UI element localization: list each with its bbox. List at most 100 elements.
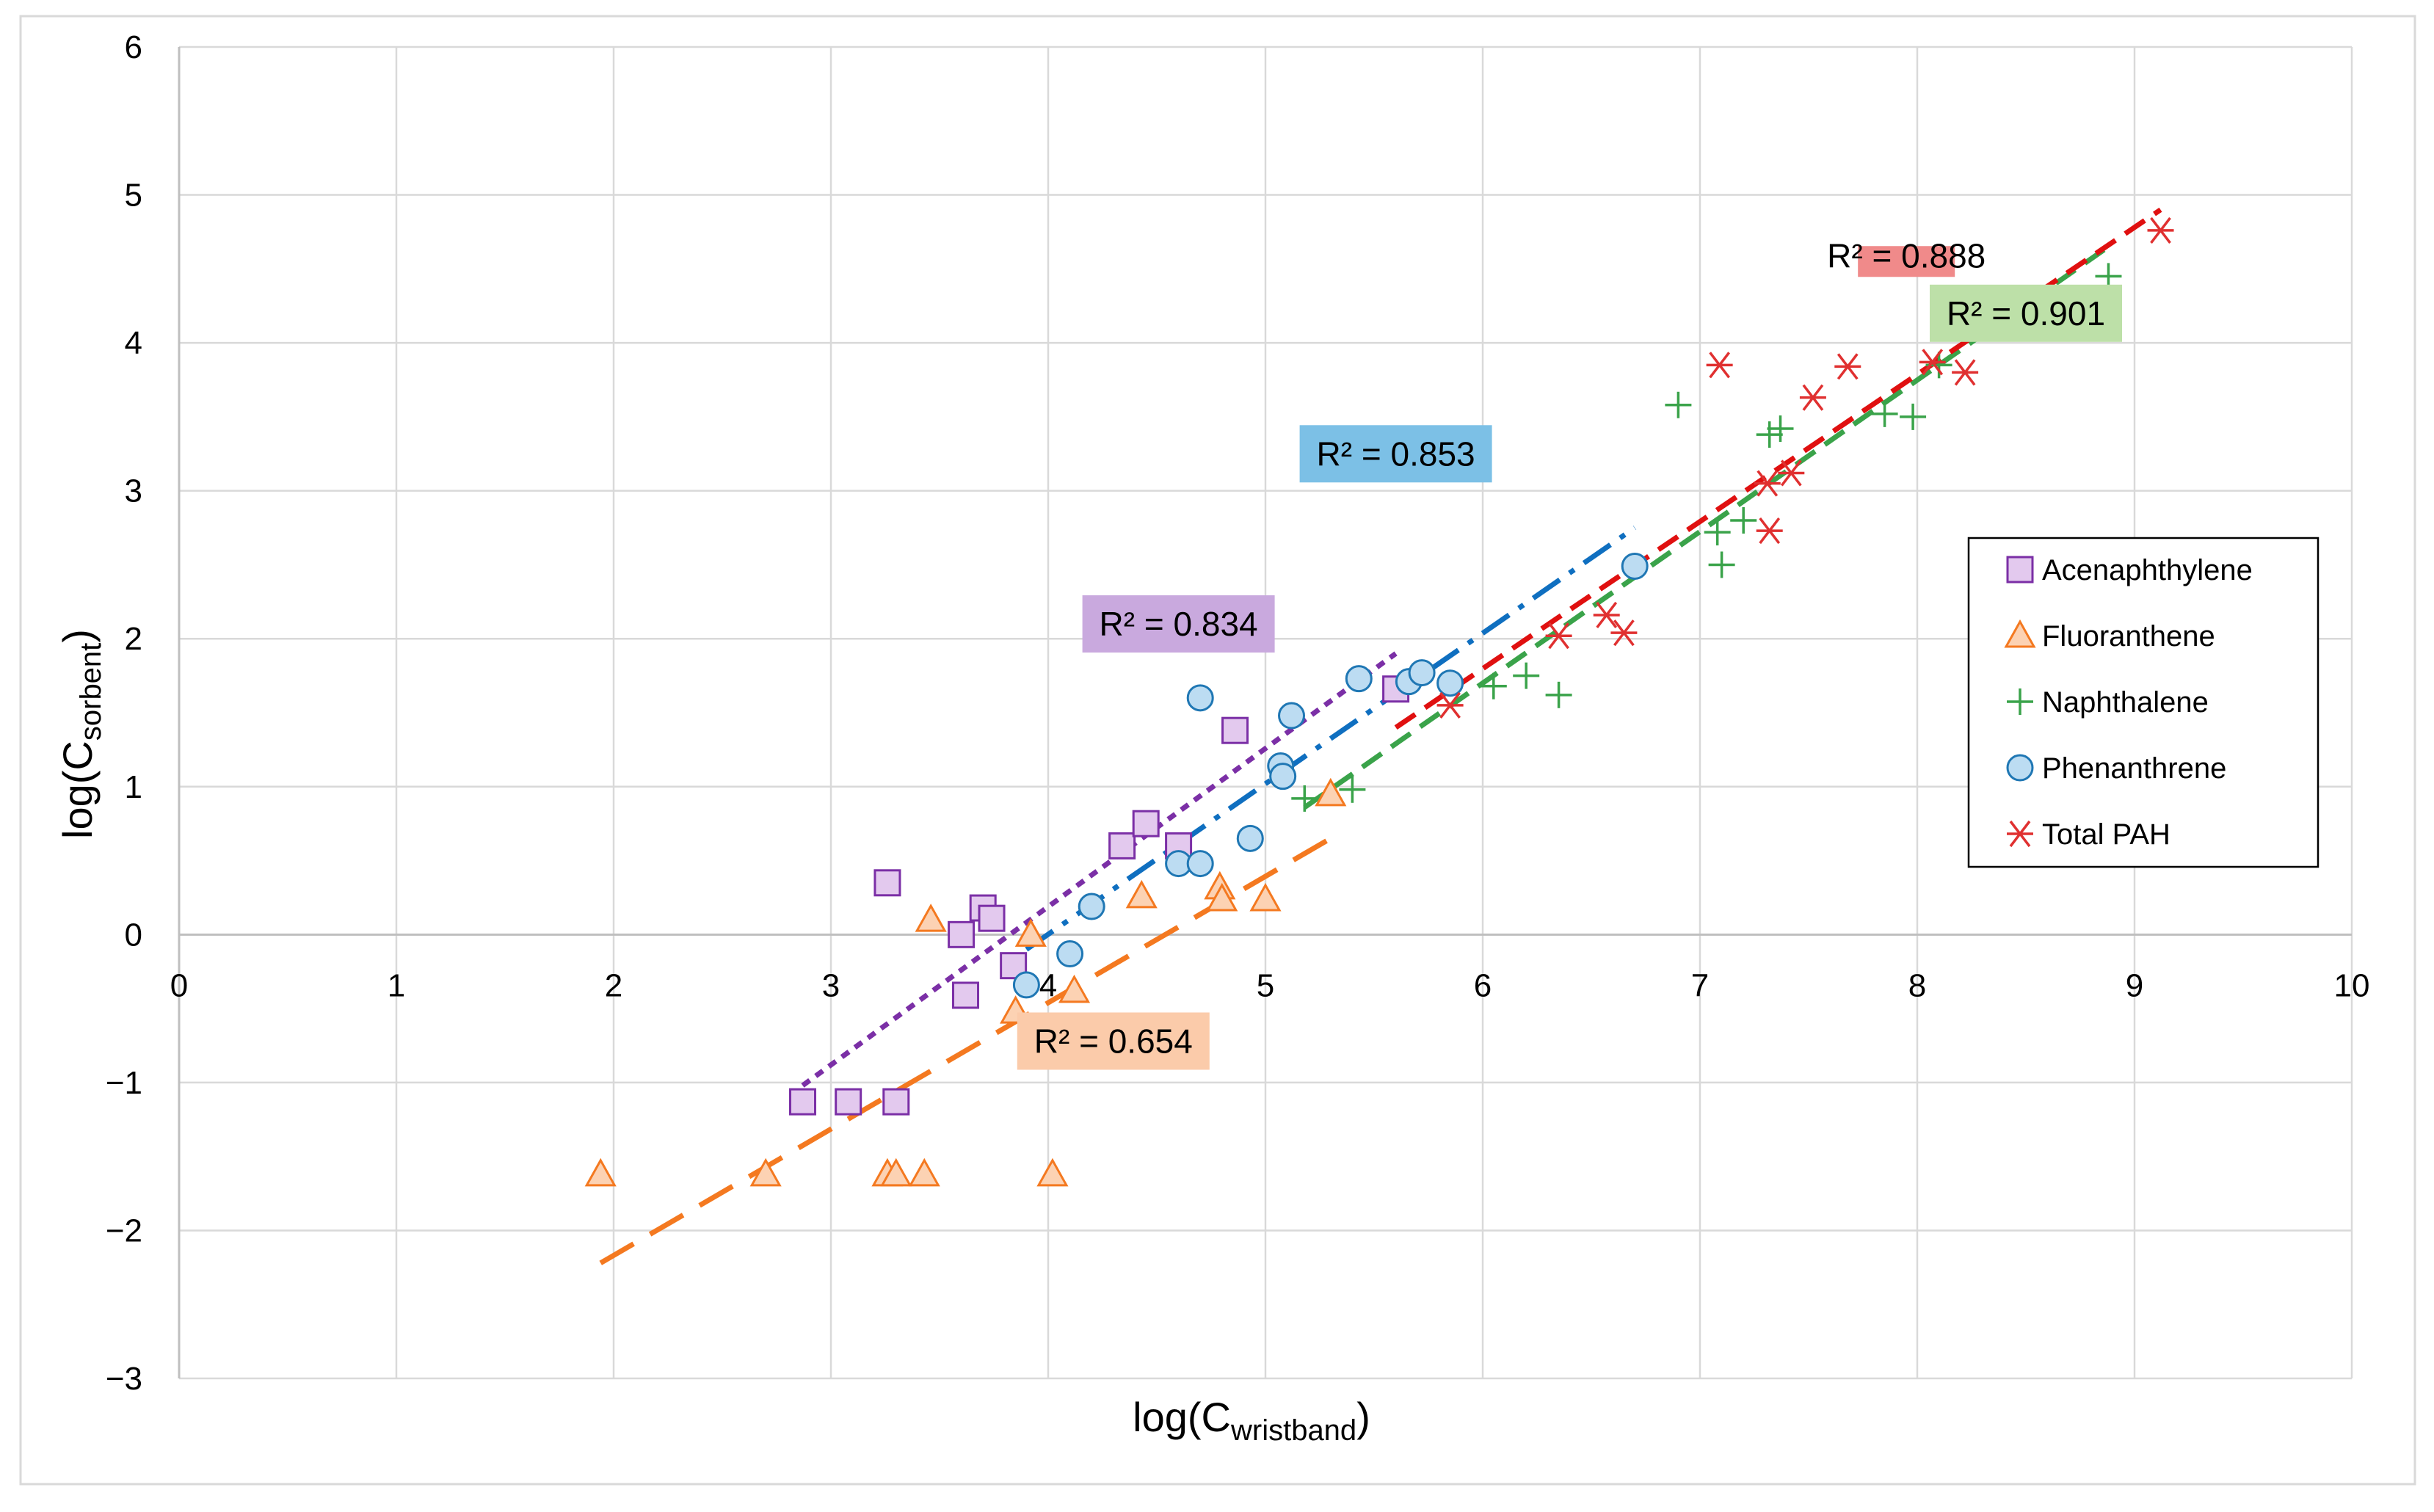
point-fluoranthene bbox=[1315, 777, 1347, 807]
point-phenanthrene bbox=[1278, 702, 1306, 730]
point-total-pah bbox=[1436, 691, 1464, 719]
x-tick-label: 3 bbox=[822, 967, 840, 1003]
point-phenanthrene bbox=[1621, 552, 1649, 580]
point-naphthalene bbox=[1767, 415, 1794, 443]
point-naphthalene bbox=[1339, 776, 1366, 803]
legend-label: Phenanthrene bbox=[2042, 752, 2226, 785]
point-naphthalene bbox=[1665, 391, 1692, 418]
legend-label: Naphthalene bbox=[2042, 686, 2209, 719]
point-acenaphthylene bbox=[1000, 952, 1028, 980]
y-tick-label: 5 bbox=[125, 178, 142, 214]
point-naphthalene bbox=[1708, 551, 1735, 578]
point-total-pah bbox=[1610, 619, 1638, 647]
point-naphthalene bbox=[1704, 519, 1731, 546]
point-naphthalene bbox=[1756, 421, 1783, 448]
point-phenanthrene bbox=[1236, 824, 1264, 852]
point-phenanthrene bbox=[1012, 971, 1040, 999]
point-phenanthrene bbox=[1436, 669, 1464, 697]
r2-label: R² = 0.888 bbox=[1827, 236, 1986, 275]
point-phenanthrene bbox=[1345, 665, 1373, 693]
point-phenanthrene bbox=[1078, 893, 1105, 920]
point-total-pah bbox=[1952, 359, 1979, 386]
legend-marker-naphthalene bbox=[2007, 688, 2033, 715]
y-axis-title: log(Csorbent) bbox=[54, 629, 107, 839]
legend-label: Acenaphthylene bbox=[2042, 554, 2253, 586]
x-axis-title: log(Cwristband) bbox=[1133, 1394, 1370, 1447]
r2-label: R² = 0.654 bbox=[1034, 1022, 1193, 1060]
point-acenaphthylene bbox=[948, 920, 976, 948]
x-tick-label: 6 bbox=[1474, 967, 1492, 1003]
point-naphthalene bbox=[1871, 400, 1898, 427]
x-tick-label: 10 bbox=[2334, 967, 2370, 1003]
y-tick-label: 6 bbox=[125, 29, 142, 65]
point-acenaphthylene bbox=[789, 1088, 817, 1116]
data-points bbox=[584, 217, 2174, 1187]
point-naphthalene bbox=[1900, 403, 1927, 430]
point-naphthalene bbox=[1513, 662, 1540, 689]
point-fluoranthene bbox=[1125, 879, 1158, 909]
x-tick-label: 2 bbox=[605, 967, 622, 1003]
point-phenanthrene bbox=[1186, 684, 1214, 712]
point-phenanthrene bbox=[1269, 763, 1297, 790]
point-acenaphthylene bbox=[1221, 716, 1249, 744]
y-tick-label: 2 bbox=[125, 621, 142, 657]
x-tick-label: 9 bbox=[2126, 967, 2143, 1003]
r2-label-background bbox=[1858, 246, 1955, 277]
legend-marker-fluoranthene bbox=[2004, 619, 2036, 648]
axes bbox=[178, 47, 2352, 1378]
point-fluoranthene bbox=[880, 1157, 912, 1187]
point-total-pah bbox=[1834, 353, 1861, 380]
point-fluoranthene bbox=[908, 1157, 940, 1187]
point-fluoranthene bbox=[1249, 882, 1282, 912]
point-fluoranthene bbox=[1206, 882, 1238, 912]
point-acenaphthylene bbox=[882, 1088, 910, 1116]
point-naphthalene bbox=[1545, 681, 1572, 708]
point-total-pah bbox=[1756, 517, 1783, 545]
point-fluoranthene bbox=[1014, 918, 1047, 947]
point-fluoranthene bbox=[1058, 974, 1091, 1003]
x-tick-label: 8 bbox=[1908, 967, 1926, 1003]
point-total-pah bbox=[1545, 622, 1572, 650]
legend-label: Fluoranthene bbox=[2042, 620, 2215, 653]
y-tick-label: 1 bbox=[125, 769, 142, 805]
point-acenaphthylene bbox=[952, 981, 980, 1009]
y-tick-label: 4 bbox=[125, 325, 142, 361]
y-tick-label: 3 bbox=[125, 473, 142, 509]
point-acenaphthylene bbox=[1132, 810, 1160, 837]
r2-label: R² = 0.853 bbox=[1317, 435, 1475, 473]
point-phenanthrene bbox=[1408, 659, 1436, 687]
point-acenaphthylene bbox=[1108, 832, 1136, 859]
legend: Acenaphthylene Fluoranthene Naphthalene Phe… bbox=[1967, 537, 2319, 868]
legend-label: Total PAH bbox=[2042, 818, 2170, 851]
point-total-pah bbox=[1799, 384, 1826, 411]
r2-labels: R² = 0.834 R² = 0.654 R² = 0.901 R² = 0.853… bbox=[1017, 236, 2122, 1070]
point-fluoranthene bbox=[749, 1157, 782, 1187]
trendline-phenanthrene-fit bbox=[1025, 526, 1637, 952]
r2-label-background bbox=[1930, 284, 2122, 342]
point-phenanthrene bbox=[1056, 940, 1084, 968]
trendline-total-pah-fit bbox=[1394, 207, 2162, 730]
point-acenaphthylene bbox=[835, 1088, 862, 1116]
point-total-pah bbox=[1593, 601, 1620, 629]
point-total-pah bbox=[2147, 217, 2174, 244]
y-tick-label: −2 bbox=[106, 1213, 142, 1249]
y-tick-label: −3 bbox=[106, 1361, 142, 1397]
x-tick-label: 5 bbox=[1257, 967, 1274, 1003]
x-tick-label: 1 bbox=[388, 967, 405, 1003]
point-fluoranthene bbox=[584, 1157, 617, 1187]
point-total-pah bbox=[1778, 459, 1805, 487]
legend-marker-acenaphthylene bbox=[2006, 556, 2034, 584]
point-acenaphthylene bbox=[873, 869, 901, 897]
point-total-pah bbox=[1706, 352, 1733, 379]
point-naphthalene bbox=[1291, 785, 1318, 812]
point-total-pah bbox=[1919, 349, 1946, 376]
r2-label: R² = 0.834 bbox=[1100, 605, 1258, 643]
r2-label: R² = 0.901 bbox=[1947, 294, 2105, 332]
point-fluoranthene bbox=[915, 904, 947, 932]
point-acenaphthylene bbox=[978, 904, 1006, 932]
y-tick-label: −1 bbox=[106, 1065, 142, 1101]
y-tick-label: 0 bbox=[125, 917, 142, 953]
point-naphthalene bbox=[1730, 506, 1757, 534]
